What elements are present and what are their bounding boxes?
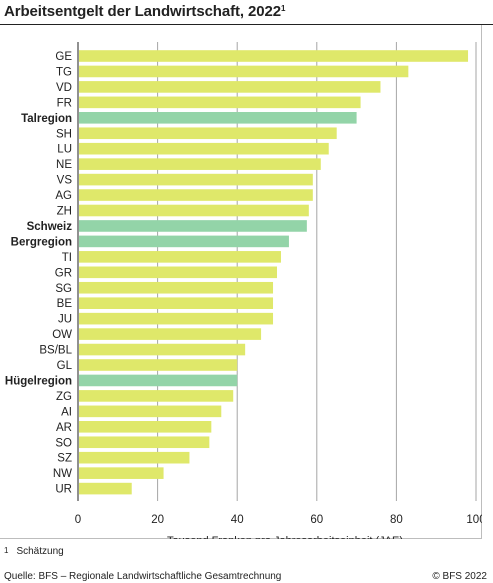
bar	[79, 328, 262, 340]
bar	[79, 65, 409, 78]
bar	[79, 374, 238, 387]
category-label: ZG	[56, 391, 72, 403]
bar	[79, 482, 132, 495]
category-label: NE	[56, 159, 72, 171]
x-tick-label: 60	[310, 514, 323, 526]
category-label: GL	[57, 360, 73, 372]
bar	[79, 467, 164, 479]
category-label: SG	[55, 283, 72, 295]
category-label: TI	[62, 252, 72, 264]
bar	[79, 142, 329, 155]
bar-chart: GE TG VD FR Talregion SH LU NE VS AG ZH Schweiz Berg…	[5, 42, 482, 539]
bar	[79, 390, 234, 402]
bar	[79, 127, 337, 140]
bar	[79, 312, 274, 325]
bar	[79, 112, 357, 124]
category-label: Bergregion	[11, 236, 72, 248]
category-label: SO	[55, 437, 72, 449]
chart-frame	[0, 25, 482, 539]
category-label: AI	[61, 406, 72, 418]
bar	[79, 50, 469, 62]
category-label: AG	[55, 190, 72, 202]
category-label: Talregion	[21, 113, 72, 125]
x-tick-label: 80	[390, 514, 403, 526]
x-tick-label: 20	[151, 514, 164, 526]
copyright-note: © BFS 2022	[432, 571, 487, 582]
category-label: TG	[56, 66, 72, 78]
category-label: AR	[56, 422, 72, 434]
chart-title: Arbeitsentgelt der Landwirtschaft, 20221	[4, 3, 286, 20]
category-label: LU	[57, 144, 72, 156]
footnote-text: Schätzung	[16, 546, 64, 557]
bar	[79, 297, 274, 309]
bar	[79, 220, 307, 232]
bar	[79, 96, 361, 109]
x-tick-label: 0	[75, 514, 81, 526]
bar	[79, 266, 277, 279]
category-label: BS/BL	[39, 345, 72, 357]
bar	[79, 189, 313, 201]
bar	[79, 436, 210, 449]
bar	[79, 173, 313, 186]
bar	[79, 158, 321, 170]
category-label: Schweiz	[27, 221, 73, 233]
category-label: VS	[57, 175, 73, 187]
bar	[79, 421, 212, 433]
footnote: 1 Schätzung	[4, 546, 64, 557]
bar	[79, 204, 309, 217]
category-label: Hügelregion	[5, 375, 72, 387]
category-label: SZ	[57, 453, 72, 465]
bar	[79, 451, 190, 464]
x-tick-label: 100	[466, 514, 482, 526]
footnote-marker: 1	[4, 546, 9, 555]
source-note: Quelle: BFS – Regionale Landwirtschaftli…	[4, 571, 282, 582]
bar	[79, 81, 381, 93]
category-label: BE	[57, 298, 73, 310]
category-label: SH	[56, 128, 72, 140]
title-footnote-marker: 1	[281, 4, 286, 13]
category-label: GE	[55, 51, 72, 63]
category-label: FR	[57, 97, 72, 109]
bar	[79, 251, 281, 263]
x-axis-label: Tausend Franken pro Jahresarbeitseinheit…	[167, 535, 403, 539]
x-tick-label: 40	[231, 514, 244, 526]
bar	[79, 235, 289, 248]
bar	[79, 281, 274, 294]
category-label: UR	[55, 484, 72, 496]
category-label: VD	[56, 82, 72, 94]
category-label: OW	[52, 329, 72, 341]
bar	[79, 405, 222, 418]
category-label: GR	[55, 267, 72, 279]
category-label: NW	[53, 468, 72, 480]
category-label: JU	[58, 314, 72, 326]
bar	[79, 343, 246, 356]
title-divider	[0, 24, 493, 25]
category-label: ZH	[57, 206, 72, 218]
bar	[79, 359, 238, 371]
